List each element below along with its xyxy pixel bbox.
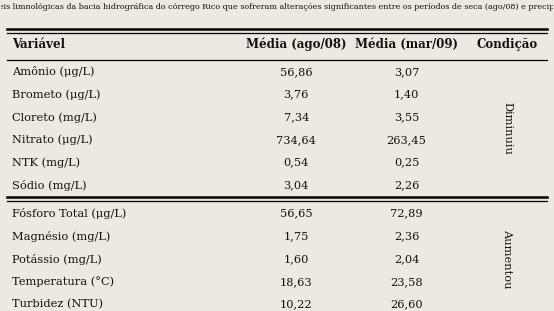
Text: 56,86: 56,86 xyxy=(280,67,312,77)
Text: 26,60: 26,60 xyxy=(390,299,423,309)
Text: Nitrato (μg/L): Nitrato (μg/L) xyxy=(12,135,93,145)
Text: Média (ago/08): Média (ago/08) xyxy=(246,38,347,51)
Text: Aumentou: Aumentou xyxy=(502,229,512,289)
Text: Cloreto (mg/L): Cloreto (mg/L) xyxy=(12,112,98,123)
Text: Condição: Condição xyxy=(476,38,538,51)
Text: 2,36: 2,36 xyxy=(394,231,419,241)
Text: Brometo (μg/L): Brometo (μg/L) xyxy=(12,89,101,100)
Text: Fósforo Total (μg/L): Fósforo Total (μg/L) xyxy=(12,208,127,219)
Text: 3,07: 3,07 xyxy=(394,67,419,77)
Text: 1,60: 1,60 xyxy=(284,254,309,264)
Text: Tabela 3. Variáveis limnológicas da bacia hidrográfica do córrego Rico que sofre: Tabela 3. Variáveis limnológicas da baci… xyxy=(0,3,554,11)
Text: 734,64: 734,64 xyxy=(276,135,316,145)
Text: Sódio (mg/L): Sódio (mg/L) xyxy=(12,180,87,191)
Text: 1,75: 1,75 xyxy=(284,231,309,241)
Text: 3,04: 3,04 xyxy=(284,180,309,190)
Text: Variável: Variável xyxy=(12,38,65,51)
Text: Amônio (μg/L): Amônio (μg/L) xyxy=(12,66,95,77)
Text: 3,76: 3,76 xyxy=(284,90,309,100)
Text: 0,54: 0,54 xyxy=(284,158,309,168)
Text: 1,40: 1,40 xyxy=(394,90,419,100)
Text: Diminuiu: Diminuiu xyxy=(502,102,512,155)
Text: 56,65: 56,65 xyxy=(280,209,312,219)
Text: 23,58: 23,58 xyxy=(390,277,423,287)
Text: 263,45: 263,45 xyxy=(387,135,427,145)
Text: 7,34: 7,34 xyxy=(284,112,309,122)
Text: Temperatura (°C): Temperatura (°C) xyxy=(12,276,115,287)
Text: Magnésio (mg/L): Magnésio (mg/L) xyxy=(12,231,111,242)
Text: 18,63: 18,63 xyxy=(280,277,312,287)
Text: 0,25: 0,25 xyxy=(394,158,419,168)
Text: 2,04: 2,04 xyxy=(394,254,419,264)
Text: Potássio (mg/L): Potássio (mg/L) xyxy=(12,253,102,265)
Text: 72,89: 72,89 xyxy=(390,209,423,219)
Text: NTK (mg/L): NTK (mg/L) xyxy=(12,157,80,168)
Text: 3,55: 3,55 xyxy=(394,112,419,122)
Text: 10,22: 10,22 xyxy=(280,299,312,309)
Text: Turbidez (NTU): Turbidez (NTU) xyxy=(12,299,104,310)
Text: Média (mar/09): Média (mar/09) xyxy=(355,38,458,51)
Text: 2,26: 2,26 xyxy=(394,180,419,190)
